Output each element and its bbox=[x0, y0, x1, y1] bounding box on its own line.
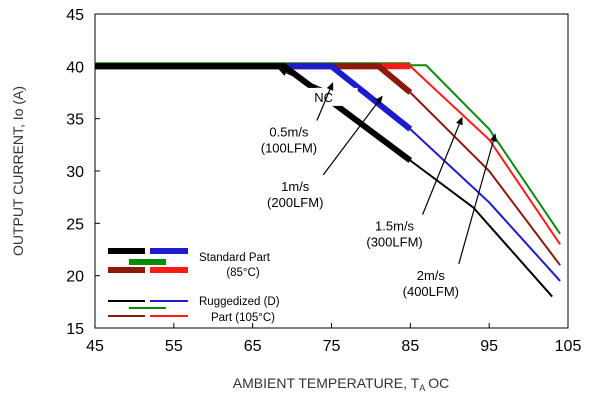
x-tick-label: 85 bbox=[401, 338, 419, 355]
legend-label: Standard Part bbox=[199, 252, 271, 264]
annotation-arrowhead bbox=[489, 133, 497, 142]
y-tick-label: 25 bbox=[66, 216, 84, 233]
legend-label: Ruggedized (D) bbox=[199, 296, 280, 308]
annotation-backdrop bbox=[261, 176, 330, 211]
series-line-standard-nc bbox=[95, 63, 413, 163]
annotation-arrow bbox=[422, 123, 460, 215]
annotation-label: 2m/s bbox=[417, 268, 446, 283]
x-tick-label: 45 bbox=[86, 338, 104, 355]
y-tick-label: 20 bbox=[66, 269, 84, 286]
y-tick-label: 45 bbox=[66, 7, 84, 24]
y-tick-label: 35 bbox=[66, 112, 84, 129]
x-tick-label: 55 bbox=[165, 338, 183, 355]
annotation-label: (100LFM) bbox=[261, 140, 317, 155]
standard-series-group bbox=[95, 62, 413, 163]
annotation-arrow bbox=[285, 72, 326, 91]
legend-label: Part (105°C) bbox=[211, 312, 275, 324]
annotation-label: 0.5m/s bbox=[269, 124, 309, 139]
annotation-arrowhead bbox=[456, 116, 463, 126]
annotation-backdrop bbox=[396, 265, 465, 300]
annotation-backdrop bbox=[254, 122, 323, 157]
x-axis-title-subscript: A bbox=[419, 383, 425, 393]
annotation-arrow bbox=[458, 140, 494, 265]
x-tick-label: 65 bbox=[244, 338, 262, 355]
annotation-arrow bbox=[316, 89, 331, 121]
annotation-label: (300LFM) bbox=[366, 235, 422, 250]
annotation-arrowhead bbox=[278, 69, 288, 76]
annotation-label: NC bbox=[314, 90, 333, 105]
annotation-arrowhead bbox=[375, 95, 383, 105]
x-tick-label: 75 bbox=[323, 338, 341, 355]
y-axis-title: OUTPUT CURRENT, Io (A) bbox=[10, 86, 26, 256]
annotation-label: 1.5m/s bbox=[375, 219, 415, 234]
y-tick-label: 15 bbox=[66, 321, 84, 338]
annotation-arrow bbox=[322, 101, 379, 176]
annotation-label: (400LFM) bbox=[403, 284, 459, 299]
annotation-group: NC 0.5m/s(100LFM) 1m/s(200LFM) 1.5m/s(300LF… bbox=[254, 69, 497, 300]
axis-ticks: 45 55 65 75 85 95 105 15 20 25 30 35 40 45 bbox=[66, 7, 581, 355]
annotation-arrowhead bbox=[326, 82, 334, 91]
y-tick-label: 40 bbox=[66, 59, 84, 76]
x-tick-label: 105 bbox=[555, 338, 582, 355]
y-tick-label: 30 bbox=[66, 164, 84, 181]
annotation-backdrop bbox=[289, 87, 358, 106]
annotation-label: 1m/s bbox=[281, 179, 310, 194]
x-axis-title-main: AMBIENT TEMPERATURE, T bbox=[233, 375, 420, 391]
x-axis-title: AMBIENT TEMPERATURE, TA OC bbox=[233, 375, 449, 393]
x-axis-title-unit: OC bbox=[428, 375, 449, 391]
x-tick-label: 95 bbox=[480, 338, 498, 355]
annotation-backdrop bbox=[360, 216, 429, 251]
legend: Standard Part (85°C) Ruggedized (D) Part (1… bbox=[108, 248, 280, 324]
legend-label: (85°C) bbox=[226, 267, 260, 279]
plot-frame bbox=[94, 13, 569, 329]
annotation-label: (200LFM) bbox=[267, 195, 323, 210]
